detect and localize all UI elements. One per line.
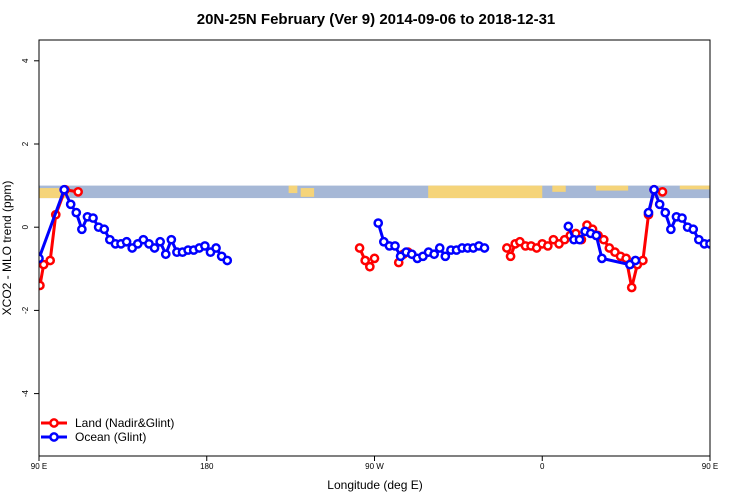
data-point bbox=[99, 224, 110, 235]
land-mass bbox=[552, 185, 566, 192]
data-point bbox=[149, 243, 160, 253]
x-tick-label: 90 E bbox=[702, 462, 718, 471]
x-tick-label: 0 bbox=[540, 462, 545, 471]
data-point bbox=[705, 238, 710, 249]
data-point bbox=[222, 255, 233, 266]
data-point bbox=[677, 213, 687, 223]
data-point bbox=[160, 249, 171, 260]
data-point bbox=[657, 186, 668, 197]
data-point bbox=[501, 243, 512, 253]
x-axis: 90 E 180 90 W 0 90 E bbox=[31, 456, 718, 471]
data-point bbox=[39, 280, 45, 291]
y-tick-label: -4 bbox=[21, 389, 30, 397]
data-point bbox=[77, 224, 87, 235]
land-mass bbox=[300, 188, 315, 197]
data-point bbox=[505, 251, 516, 262]
data-point bbox=[591, 230, 602, 241]
data-point bbox=[660, 207, 671, 218]
data-point bbox=[200, 241, 210, 251]
data-point bbox=[65, 199, 76, 210]
legend-marker bbox=[49, 418, 59, 428]
legend-label: Land (Nadir&Glint) bbox=[75, 416, 174, 430]
data-point bbox=[597, 253, 607, 264]
data-point bbox=[626, 282, 637, 293]
data-point bbox=[688, 224, 699, 235]
data-point bbox=[429, 249, 439, 260]
data-point bbox=[563, 221, 574, 232]
x-tick-label: 90 W bbox=[365, 462, 384, 471]
legend-label: Ocean (Glint) bbox=[75, 430, 146, 444]
series-layer bbox=[39, 184, 710, 293]
data-point bbox=[211, 243, 221, 253]
y-tick-label: 0 bbox=[21, 224, 30, 229]
x-tick-label: 90 E bbox=[31, 462, 47, 471]
y-axis-label: XCO2 - MLO trend (ppm) bbox=[0, 181, 14, 316]
series-group bbox=[39, 184, 710, 270]
data-point bbox=[45, 255, 56, 266]
data-point bbox=[373, 218, 384, 228]
data-point bbox=[364, 261, 375, 272]
legend-marker bbox=[49, 432, 59, 442]
y-tick-label: 2 bbox=[21, 141, 30, 146]
data-point bbox=[638, 255, 648, 266]
y-tick-label: -2 bbox=[21, 306, 30, 314]
data-point bbox=[59, 184, 70, 195]
data-point bbox=[390, 241, 400, 251]
data-point bbox=[434, 243, 445, 253]
legend-item: Ocean (Glint) bbox=[41, 430, 146, 444]
data-point bbox=[39, 259, 49, 270]
legend-item: Land (Nadir&Glint) bbox=[41, 416, 174, 430]
x-axis-label: Longitude (deg E) bbox=[327, 478, 422, 492]
land-mass bbox=[39, 188, 70, 199]
data-point bbox=[574, 234, 585, 245]
data-point bbox=[654, 199, 665, 210]
data-point bbox=[71, 207, 82, 218]
land-mass bbox=[288, 185, 298, 194]
data-point bbox=[369, 253, 380, 264]
data-point bbox=[649, 184, 659, 195]
land-mass bbox=[428, 185, 543, 199]
data-point bbox=[155, 236, 166, 247]
data-point bbox=[630, 255, 641, 266]
data-point bbox=[598, 234, 609, 245]
land-mass bbox=[679, 185, 710, 190]
data-point bbox=[542, 241, 553, 251]
data-point bbox=[354, 243, 365, 253]
data-point bbox=[643, 207, 654, 218]
data-point bbox=[360, 255, 371, 266]
data-point bbox=[440, 251, 451, 262]
data-point bbox=[88, 213, 98, 223]
world-map-strip bbox=[39, 185, 710, 199]
data-point bbox=[479, 243, 490, 253]
land-mass bbox=[516, 185, 526, 189]
data-point bbox=[73, 186, 83, 197]
x-tick-label: 180 bbox=[200, 462, 214, 471]
data-point bbox=[121, 236, 132, 247]
data-point bbox=[666, 224, 676, 235]
y-axis: -4 -2 0 2 4 bbox=[21, 58, 39, 397]
legend: Land (Nadir&Glint)Ocean (Glint) bbox=[41, 416, 174, 444]
chart-title: 20N-25N February (Ver 9) 2014-09-06 to 2… bbox=[197, 11, 556, 28]
land-mass bbox=[595, 185, 629, 191]
data-point bbox=[166, 234, 177, 245]
y-tick-label: 4 bbox=[21, 58, 30, 63]
